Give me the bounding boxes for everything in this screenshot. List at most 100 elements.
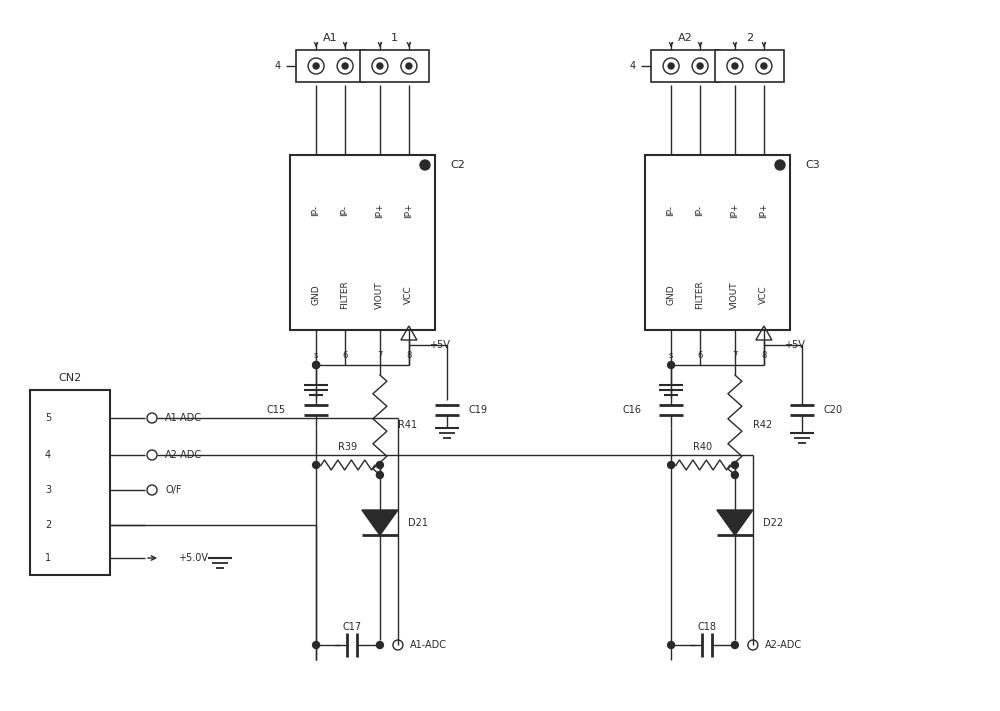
Circle shape — [731, 461, 738, 469]
Text: GND: GND — [667, 284, 676, 305]
Text: 2: 2 — [45, 520, 51, 530]
Text: D22: D22 — [763, 518, 783, 528]
Circle shape — [663, 58, 679, 74]
Circle shape — [376, 461, 383, 469]
Text: VCC: VCC — [404, 286, 413, 304]
Text: R40: R40 — [693, 442, 713, 452]
Circle shape — [372, 58, 388, 74]
Bar — [715, 50, 784, 82]
Text: 8: 8 — [761, 351, 767, 360]
Circle shape — [308, 58, 324, 74]
Text: VIOUT: VIOUT — [730, 281, 739, 309]
Polygon shape — [717, 510, 753, 535]
Text: IP+: IP+ — [375, 202, 384, 218]
Circle shape — [376, 471, 383, 479]
Circle shape — [420, 160, 430, 170]
Text: A2-ADC: A2-ADC — [765, 640, 802, 650]
Text: s: s — [314, 351, 318, 360]
Circle shape — [401, 58, 417, 74]
Text: R41: R41 — [398, 420, 417, 430]
Text: FILTER: FILTER — [341, 281, 350, 309]
Circle shape — [313, 461, 320, 469]
Text: C18: C18 — [697, 622, 716, 632]
Text: +5V: +5V — [784, 340, 805, 350]
Bar — [296, 50, 365, 82]
Text: 4: 4 — [275, 61, 281, 71]
Text: A2: A2 — [678, 33, 693, 43]
Text: R39: R39 — [338, 442, 358, 452]
Text: +5V: +5V — [429, 340, 450, 350]
Circle shape — [313, 361, 320, 368]
Text: 6: 6 — [342, 351, 348, 360]
Bar — [360, 50, 429, 82]
Text: 7: 7 — [732, 351, 738, 360]
Text: VCC: VCC — [759, 286, 768, 304]
Text: IP+: IP+ — [759, 202, 768, 218]
Circle shape — [668, 641, 675, 648]
Bar — [651, 50, 720, 82]
Text: 1: 1 — [45, 553, 51, 563]
Text: IP-: IP- — [696, 205, 705, 215]
Circle shape — [748, 640, 758, 650]
Text: C16: C16 — [622, 405, 641, 415]
Polygon shape — [362, 510, 398, 535]
Circle shape — [697, 63, 703, 69]
Circle shape — [313, 63, 319, 69]
Circle shape — [377, 63, 383, 69]
Circle shape — [731, 471, 738, 479]
Text: 8: 8 — [406, 351, 412, 360]
Circle shape — [731, 641, 738, 648]
Text: 4: 4 — [45, 450, 51, 460]
Text: IP+: IP+ — [730, 202, 739, 218]
Text: A1-ADC: A1-ADC — [410, 640, 447, 650]
Bar — [30, 390, 110, 575]
Text: IP+: IP+ — [404, 202, 413, 218]
Text: C3: C3 — [805, 160, 820, 170]
Circle shape — [376, 641, 383, 648]
Text: O/F: O/F — [165, 485, 182, 495]
Circle shape — [668, 361, 675, 368]
Circle shape — [342, 63, 348, 69]
Text: D21: D21 — [408, 518, 428, 528]
Text: 6: 6 — [697, 351, 703, 360]
Text: A2-ADC: A2-ADC — [165, 450, 202, 460]
Circle shape — [668, 461, 675, 469]
Circle shape — [761, 63, 767, 69]
Text: A1-ADC: A1-ADC — [165, 413, 202, 423]
Text: 2: 2 — [746, 33, 753, 43]
Text: +5.0V: +5.0V — [178, 553, 208, 563]
Circle shape — [313, 361, 320, 368]
Circle shape — [393, 640, 403, 650]
Circle shape — [147, 450, 157, 460]
Circle shape — [406, 63, 412, 69]
Circle shape — [775, 160, 785, 170]
Text: A1: A1 — [323, 33, 338, 43]
Text: C15: C15 — [267, 405, 286, 415]
Text: CN2: CN2 — [58, 373, 82, 383]
Circle shape — [668, 63, 674, 69]
Circle shape — [337, 58, 353, 74]
Text: C20: C20 — [824, 405, 843, 415]
Text: VIOUT: VIOUT — [375, 281, 384, 309]
Text: 5: 5 — [45, 413, 51, 423]
Text: C17: C17 — [342, 622, 361, 632]
Circle shape — [732, 63, 738, 69]
Text: R42: R42 — [753, 420, 772, 430]
Text: IP-: IP- — [667, 205, 676, 215]
Text: C2: C2 — [450, 160, 465, 170]
Circle shape — [313, 641, 320, 648]
Text: 1: 1 — [391, 33, 398, 43]
Circle shape — [756, 58, 772, 74]
Text: FILTER: FILTER — [696, 281, 705, 309]
Circle shape — [147, 485, 157, 495]
Text: GND: GND — [312, 284, 321, 305]
Circle shape — [147, 413, 157, 423]
Text: 3: 3 — [45, 485, 51, 495]
Circle shape — [692, 58, 708, 74]
Bar — [290, 155, 435, 330]
Text: IP-: IP- — [341, 205, 350, 215]
Text: 4: 4 — [630, 61, 636, 71]
Text: C19: C19 — [469, 405, 488, 415]
Text: IP-: IP- — [312, 205, 321, 215]
Text: 7: 7 — [377, 351, 383, 360]
